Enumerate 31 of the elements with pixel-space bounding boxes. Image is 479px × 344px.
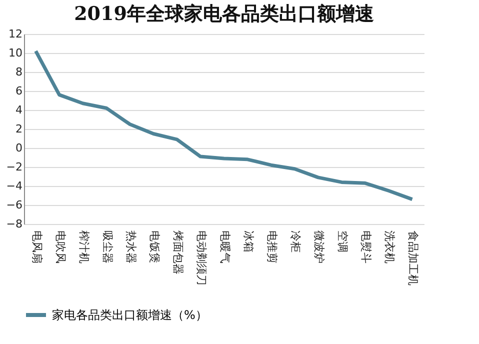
x-tick-label: 食品加工机 bbox=[406, 230, 420, 286]
x-tick-label: 电吹风 bbox=[54, 230, 67, 264]
y-tick-label: 0 bbox=[16, 142, 22, 154]
y-tick-label: 2 bbox=[16, 122, 22, 136]
y-tick-label: −6 bbox=[6, 198, 22, 212]
y-tick-label: −4 bbox=[6, 180, 22, 192]
x-tick-label: 电暖气 bbox=[218, 230, 232, 264]
x-tick-label: 电风扇 bbox=[30, 230, 44, 264]
y-tick-label: 12 bbox=[8, 28, 22, 40]
x-tick-label: 电动剃须刀 bbox=[194, 230, 208, 286]
x-tick-label: 冰箱 bbox=[242, 230, 256, 252]
y-tick-label: 6 bbox=[16, 84, 22, 98]
x-tick-label: 微波炉 bbox=[312, 230, 326, 264]
y-tick-label: −8 bbox=[6, 218, 22, 230]
x-tick-label: 热水器 bbox=[124, 230, 138, 264]
line-series bbox=[34, 49, 414, 202]
x-tick-label: 烤面包器 bbox=[171, 230, 184, 274]
x-tick-label: 电推剪 bbox=[266, 230, 279, 264]
y-tick-label: 4 bbox=[16, 104, 22, 116]
y-tick-label: 10 bbox=[8, 46, 22, 60]
legend-label: 家电各品类出口额增速（%） bbox=[52, 308, 208, 322]
y-tick-label: 8 bbox=[16, 66, 22, 78]
x-tick-label: 电饭煲 bbox=[148, 230, 161, 264]
x-tick-label: 空调 bbox=[336, 230, 350, 252]
chart-title: 2019年全球家电各品类出口额增速 bbox=[74, 3, 374, 25]
x-tick-label: 电熨斗 bbox=[360, 230, 373, 264]
x-tick-label: 洗衣机 bbox=[383, 230, 396, 264]
y-tick-label: −2 bbox=[6, 160, 22, 174]
x-tick-label: 吸尘器 bbox=[100, 230, 114, 264]
x-tick-label: 冷柜 bbox=[289, 230, 302, 252]
x-tick-label: 榨汁机 bbox=[77, 230, 90, 264]
